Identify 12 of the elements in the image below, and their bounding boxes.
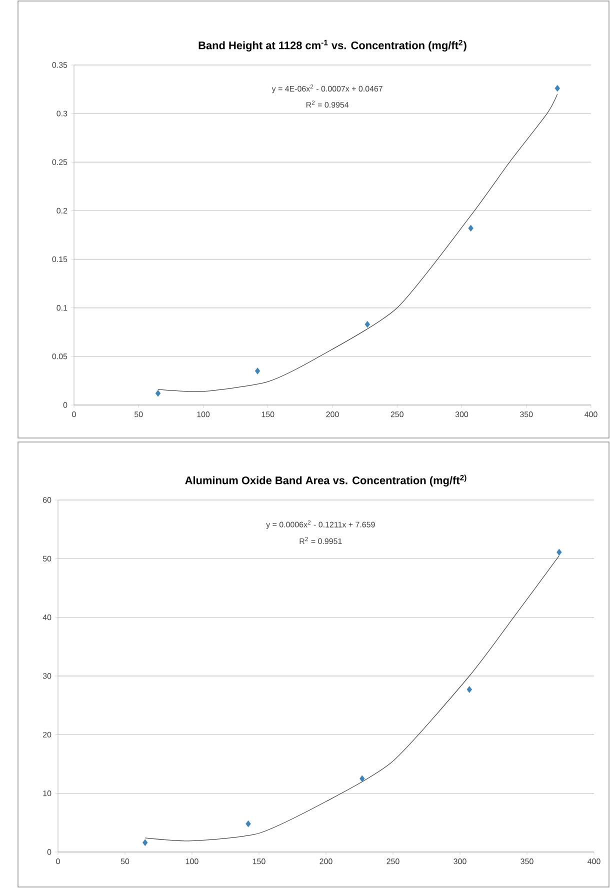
point (468, 224, 474, 232)
point (556, 548, 562, 556)
chart-title: Aluminum Oxide Band Area vs. Concentration (mg/ft$^{2)}$ (185, 474, 466, 487)
point (364, 320, 370, 328)
point (254, 368, 260, 374)
point (155, 390, 161, 397)
point (360, 775, 365, 782)
chart-title: Band Height at 1128 cm$^{-1}$ vs. Concentration (mg/ft$^{2}$) (198, 40, 466, 52)
point (466, 686, 472, 693)
point (142, 839, 148, 846)
point (246, 820, 251, 828)
point (554, 84, 560, 92)
